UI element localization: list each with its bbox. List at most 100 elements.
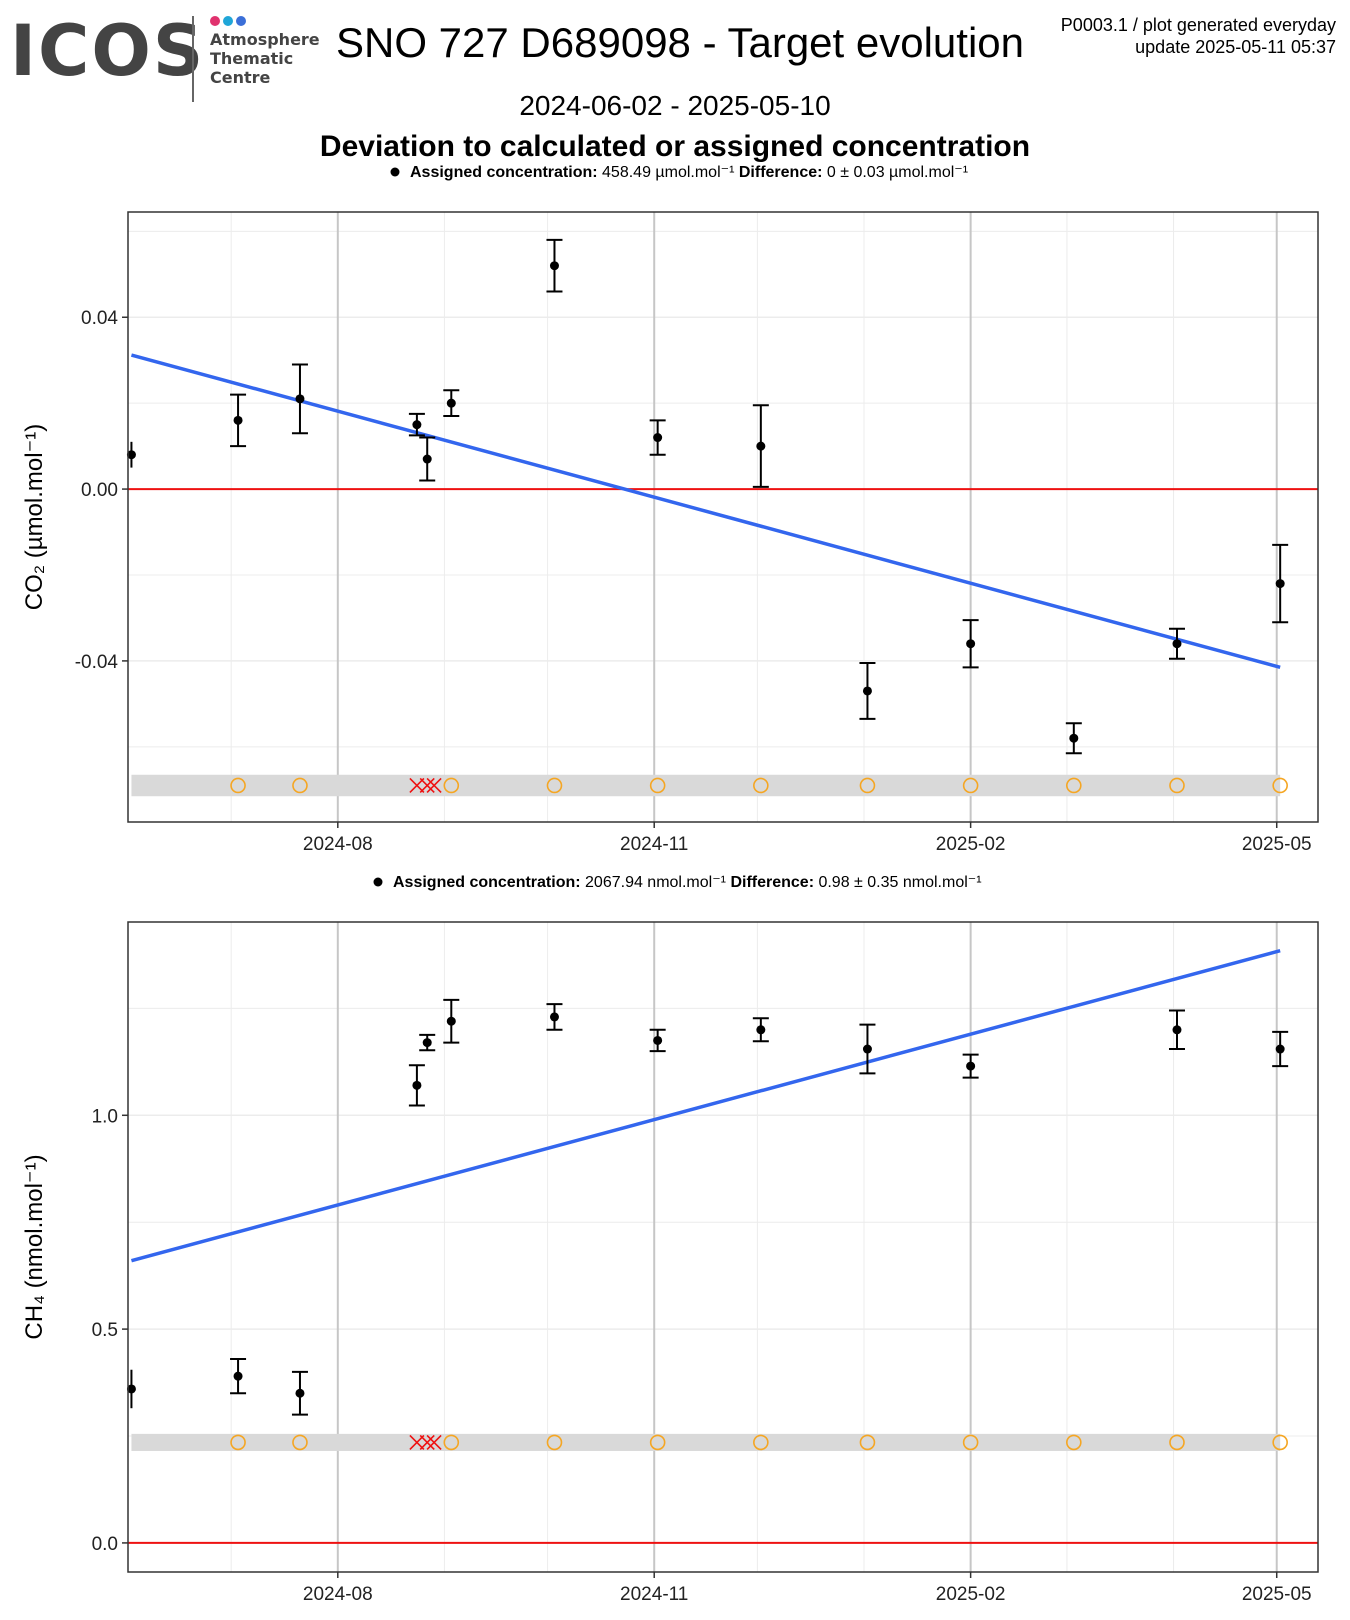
data-point: [419, 1033, 436, 1052]
legend-point-marker: [390, 167, 400, 177]
logo-sub-line: Centre: [210, 68, 271, 87]
point-marker: [1275, 1044, 1285, 1054]
legend-label: Assigned concentration:: [410, 164, 598, 181]
logo-dot-blue: [236, 16, 246, 26]
data-point: [859, 662, 876, 720]
plot-meta: P0003.1 / plot generated everyday update…: [1061, 14, 1336, 58]
data-point: [859, 1023, 876, 1075]
y-tick-label: 0.5: [92, 1320, 118, 1341]
data-point: [649, 419, 666, 456]
data-point: [408, 412, 425, 437]
legend-label: Assigned concentration:: [393, 874, 581, 891]
flag-ok-circle: [649, 1434, 666, 1451]
flag-ok-circle: [962, 1434, 979, 1451]
flag-ok-circle: [443, 1434, 460, 1451]
chart-legend: Assigned concentration: 2067.94 nmol.mol…: [373, 874, 982, 891]
flag-band: [131, 1433, 1281, 1451]
point-marker: [966, 1061, 976, 1071]
flag-ok-circle: [546, 777, 563, 794]
point-marker: [862, 686, 872, 696]
x-tick-label: 2025-05: [1242, 1584, 1312, 1605]
x-tick-label: 2025-02: [936, 834, 1006, 855]
point-marker: [422, 454, 432, 464]
point-marker: [966, 639, 976, 649]
flag-ok-circle: [1066, 777, 1082, 794]
data-point: [419, 436, 436, 482]
flag-ok-circle: [292, 1434, 308, 1451]
y-axis-label: CH₄ (nmol.mol⁻¹): [21, 1154, 48, 1339]
legend-diff-value: 0 ± 0.03 µmol.mol⁻¹: [822, 164, 968, 181]
logo-dot-pink: [210, 16, 220, 26]
point-marker: [756, 441, 766, 451]
flag-rejected-cross: [419, 777, 435, 794]
point-marker: [295, 394, 305, 404]
flag-ok-circle: [1272, 777, 1288, 794]
y-tick-label: 1.0: [92, 1106, 118, 1127]
legend-diff-label: Difference:: [730, 874, 814, 891]
date-range: 2024-06-02 - 2025-05-10: [519, 90, 831, 121]
data-point: [1272, 1030, 1289, 1068]
data-point: [230, 393, 247, 448]
flag-ok-circle: [859, 777, 876, 794]
page-title: SNO 727 D689098 - Target evolution: [336, 19, 1024, 66]
logo-dot-cyan: [223, 16, 233, 26]
trend-line: [130, 353, 1281, 670]
panel-border: [127, 211, 1319, 823]
point-marker: [549, 261, 559, 271]
point-marker: [862, 1044, 872, 1054]
data-point: [1065, 722, 1082, 755]
point-marker: [1069, 733, 1079, 743]
plot-update-line: update 2025-05-11 05:37: [1135, 37, 1336, 57]
point-marker: [653, 1035, 663, 1045]
data-point: [1168, 627, 1185, 660]
panel-border: [127, 921, 1319, 1573]
chart-panel-ch4: Assigned concentration: 2067.94 nmol.mol…: [21, 874, 1319, 1605]
flag-ok-circle: [859, 1434, 876, 1451]
legend-value: 2067.94 nmol.mol⁻¹: [581, 874, 731, 891]
data-point: [408, 1064, 425, 1107]
point-marker: [1172, 1025, 1182, 1035]
y-axis-label: CO₂ (µmol.mol⁻¹): [21, 424, 48, 610]
data-point: [443, 389, 460, 418]
point-marker: [756, 1025, 766, 1035]
data-point: [546, 1003, 563, 1031]
plot-meta-line: P0003.1 / plot generated everyday: [1060, 15, 1336, 35]
y-tick-label: -0.04: [75, 652, 119, 673]
data-point: [126, 441, 136, 468]
x-tick-label: 2025-02: [936, 1584, 1006, 1605]
flag-rejected-cross: [426, 1434, 442, 1450]
legend-value: 458.49 µmol.mol⁻¹: [598, 164, 739, 181]
flag-ok-circle: [230, 1434, 246, 1451]
data-point: [291, 363, 308, 435]
chart-subtitle: Deviation to calculated or assigned conc…: [319, 130, 1031, 163]
data-point: [126, 1369, 136, 1409]
flag-ok-circle: [230, 777, 246, 794]
flag-ok-circle: [649, 777, 666, 794]
legend-diff-label: Difference:: [739, 164, 823, 181]
data-point: [962, 1053, 979, 1079]
data-point: [443, 998, 460, 1044]
y-tick-label: 0.04: [81, 308, 118, 329]
legend-text: Assigned concentration: 458.49 µmol.mol⁻…: [410, 164, 968, 181]
point-marker: [412, 1080, 422, 1090]
icos-logo-text: ICOS: [10, 10, 206, 92]
legend-point-marker: [373, 877, 383, 887]
data-point: [1168, 1009, 1185, 1051]
data-point: [1272, 543, 1289, 624]
data-point: [546, 238, 563, 293]
data-point: [649, 1028, 666, 1053]
chart-panel-co2: Assigned concentration: 458.49 µmol.mol⁻…: [21, 164, 1319, 855]
point-marker: [233, 415, 243, 425]
x-tick-label: 2024-08: [303, 1584, 373, 1605]
flag-rejected-cross: [426, 777, 442, 794]
flag-ok-circle: [1066, 1434, 1082, 1451]
logo-divider: [192, 16, 194, 102]
x-tick-label: 2024-08: [303, 834, 373, 855]
flag-ok-circle: [443, 777, 460, 794]
flag-ok-circle: [292, 777, 308, 794]
trend-line: [130, 948, 1281, 1263]
point-marker: [295, 1388, 305, 1398]
x-tick-label: 2025-05: [1242, 834, 1312, 855]
point-marker: [126, 1384, 136, 1394]
